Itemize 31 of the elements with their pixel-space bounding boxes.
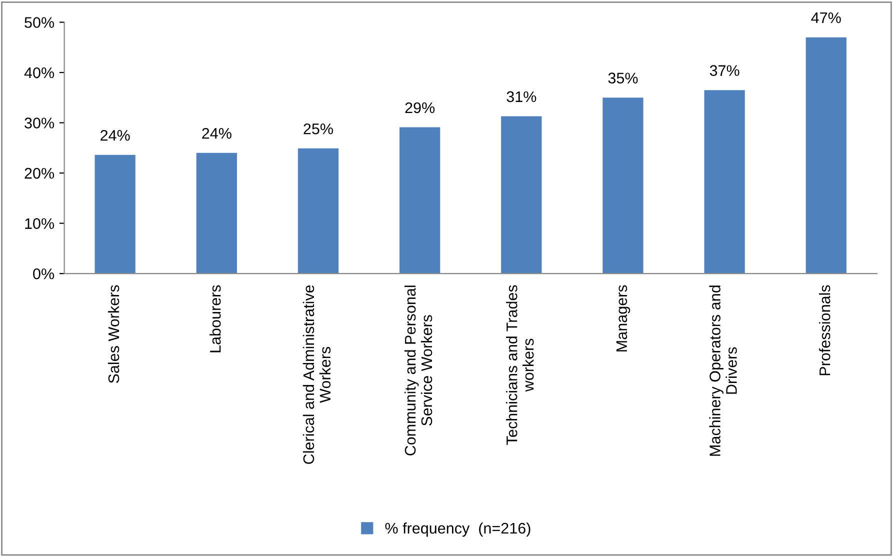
legend-label: % frequency (n=216) bbox=[385, 522, 530, 537]
y-tick-label: 50% bbox=[24, 17, 54, 28]
data-label: 37% bbox=[710, 65, 740, 76]
y-tick-label: 40% bbox=[24, 67, 54, 78]
x-tick-label: Community and Personal Service Workers bbox=[404, 286, 432, 456]
bar bbox=[196, 152, 237, 274]
x-tick-label: Machinery Operators and Drivers bbox=[709, 286, 737, 456]
data-label: 25% bbox=[304, 123, 333, 134]
x-tick-label: Sales Workers bbox=[108, 285, 120, 384]
y-tick-label: 30% bbox=[24, 118, 54, 128]
data-label: 35% bbox=[608, 72, 638, 84]
bar bbox=[602, 98, 644, 274]
bar bbox=[704, 90, 745, 274]
bar bbox=[400, 127, 440, 274]
data-label: 24% bbox=[202, 128, 232, 139]
x-tick-label: Managers bbox=[616, 285, 630, 352]
bar bbox=[806, 37, 846, 274]
x-tick-label: Professionals bbox=[819, 285, 830, 376]
bar bbox=[298, 148, 339, 274]
data-label: 24% bbox=[100, 130, 130, 141]
x-tick-label: Clerical and Administrative Workers bbox=[302, 285, 331, 464]
data-label: 47% bbox=[811, 12, 841, 24]
data-label: 31% bbox=[506, 91, 536, 102]
bar bbox=[94, 154, 136, 274]
x-tick-label: Technicians and Trades workers bbox=[506, 285, 534, 445]
y-tick-label: 10% bbox=[25, 218, 54, 229]
y-tick-label: 20% bbox=[24, 168, 54, 179]
data-label: 29% bbox=[405, 102, 435, 114]
y-tick-label: 0% bbox=[33, 268, 54, 280]
bar bbox=[501, 116, 542, 274]
x-tick-label: Labourers bbox=[210, 285, 221, 352]
